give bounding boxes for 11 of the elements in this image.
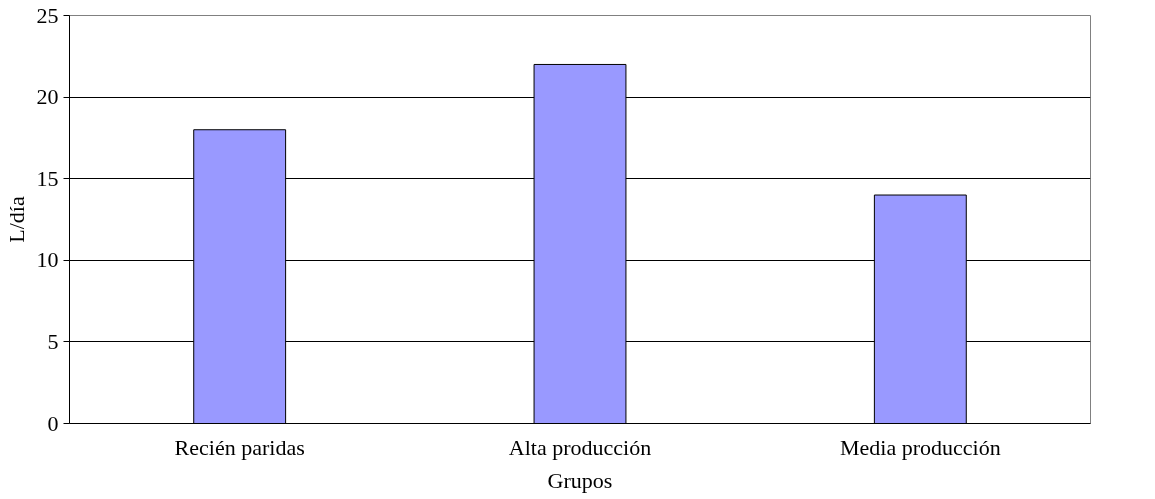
x-tick-label: Media producción	[840, 434, 1001, 460]
x-axis-title: Grupos	[547, 467, 613, 493]
y-axis-title: L/día	[3, 196, 29, 243]
y-tick-label: 10	[36, 247, 59, 273]
y-tick-label: 0	[47, 410, 59, 436]
y-tick-label: 25	[36, 2, 59, 28]
x-tick-label: Recién paridas	[174, 434, 305, 460]
y-tick-label: 5	[47, 328, 59, 354]
y-tick-label: 20	[36, 84, 59, 110]
x-tick-label: Alta producción	[508, 434, 652, 460]
y-tick-label: 15	[36, 165, 59, 191]
